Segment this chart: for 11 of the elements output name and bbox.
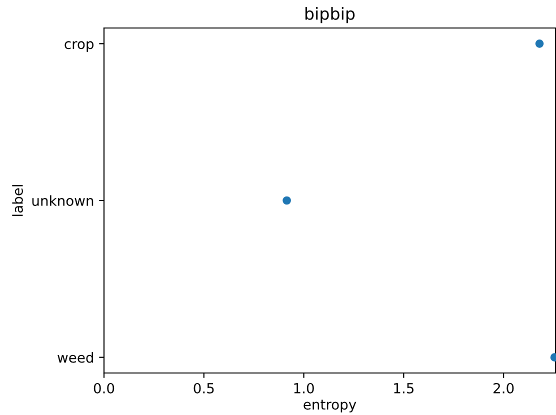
y-axis-title: label bbox=[12, 185, 23, 216]
x-axis-title: entropy bbox=[304, 400, 356, 412]
x-tick-label: 0.5 bbox=[194, 382, 214, 394]
y-tick-label: unknown bbox=[32, 195, 94, 206]
x-tick-label: 2.0 bbox=[494, 382, 514, 394]
chart-title: bipbip bbox=[305, 7, 355, 24]
y-tick-label: weed bbox=[58, 352, 94, 363]
y-tick-label: crop bbox=[64, 41, 94, 52]
x-tick-label: 1.5 bbox=[394, 383, 414, 394]
x-tick-label: 1.0 bbox=[294, 382, 314, 394]
x-tick-label: 0.0 bbox=[94, 382, 114, 394]
